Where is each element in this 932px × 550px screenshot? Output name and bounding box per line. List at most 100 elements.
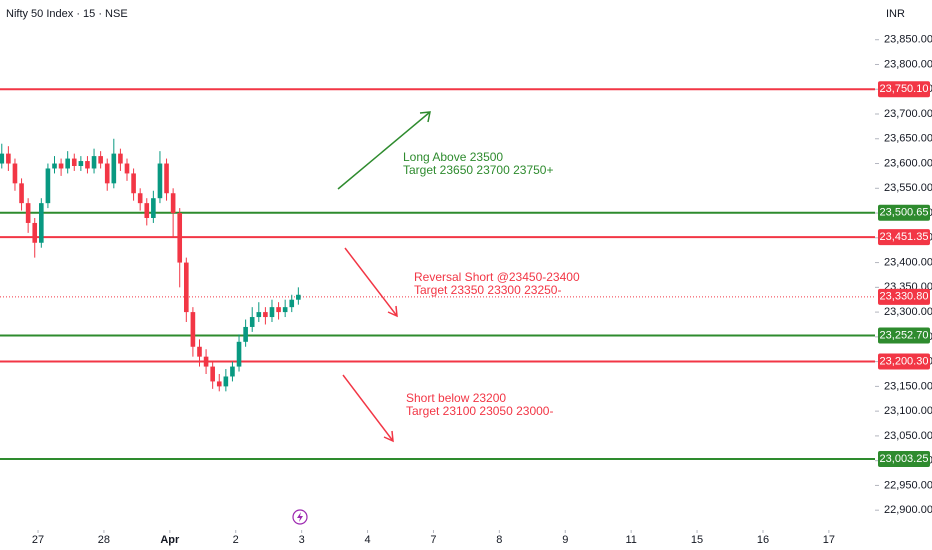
candle-body [111,153,117,184]
candle-body [104,163,110,184]
candle-body [256,312,262,318]
x-tick-label: 11 [625,534,636,546]
annotation-text: Target 23650 23700 23750+ [403,163,553,177]
candle-body [6,153,11,164]
candle-body [58,163,64,169]
candle-body [45,168,51,204]
level-tag-box [878,327,930,344]
annotation-text: Reversal Short @23450-23400 [414,270,580,284]
y-tick-label: 22,950.00 [884,479,932,491]
last-price-tag: 23,330.80 [878,288,930,305]
level-tag: 23,750.10 [878,81,930,98]
arrow-head [383,430,394,443]
candle-body [190,312,196,347]
candle-body [91,156,97,169]
candle-body [170,193,176,214]
candle-body [197,346,202,357]
candle-body [276,307,281,313]
candle-body [65,158,70,169]
y-tick-label: 23,600.00 [884,157,932,169]
candle-body [203,356,209,367]
candle-body [0,153,5,164]
y-tick-label: 23,050.00 [884,430,932,442]
candle-body [236,341,242,367]
y-tick-label: 23,700.00 [884,108,932,120]
y-tick-label: 23,550.00 [884,182,932,194]
candle-body [19,183,24,204]
x-tick-label: 2 [233,534,239,546]
y-tick-label: 23,800.00 [884,58,932,70]
level-tag-label: 23,003.25 [880,453,929,465]
candle-body [98,156,103,164]
level-tag-box [878,81,930,98]
x-tick-label: 15 [691,534,703,546]
level-tag-label: 23,750.10 [880,83,929,95]
candle-body [12,163,18,184]
arrow-head [387,305,398,318]
y-tick-label: 23,850.00 [884,34,932,46]
arrow-head [419,111,431,123]
last-price-box [878,288,930,305]
level-tag: 23,252.70 [878,327,930,344]
candle-body [157,163,163,199]
y-tick-label: 23,300.00 [884,306,932,318]
candle-body [243,326,248,342]
x-tick-label: 3 [299,534,305,546]
candle-body [124,163,130,174]
candle-body [137,193,143,204]
level-tag: 23,500.65 [878,204,930,221]
annotation-text: Short below 23200 [406,391,506,405]
candle-body [164,163,169,194]
level-tag-label: 23,200.30 [880,355,929,367]
annotation-text: Target 23350 23300 23250- [414,283,561,297]
x-tick-label: 4 [364,534,370,546]
candle-body [289,299,295,308]
x-tick-label: 27 [32,534,44,546]
candle-body [118,153,123,164]
candle-body [78,161,84,166]
y-tick-label: 22,900.00 [884,504,932,516]
candle-body [151,198,156,218]
level-tag: 23,451.35 [878,229,930,246]
level-tag: 23,003.25 [878,451,930,468]
level-tag-label: 23,252.70 [880,329,929,341]
level-tag-label: 23,451.35 [880,231,929,243]
currency-label: INR [886,8,905,20]
level-tag: 23,200.30 [878,353,930,370]
x-tick-label: Apr [160,534,180,546]
candle-body [263,312,268,318]
annotation-text: Target 23100 23050 23000- [406,404,553,418]
candle-body [39,203,44,243]
y-tick-label: 23,100.00 [884,405,932,417]
candle-body [144,203,150,218]
candle-body [296,294,301,300]
arrow [337,111,431,190]
level-tag-box [878,229,930,246]
level-tag-label: 23,500.65 [880,207,929,219]
chart-title: Nifty 50 Index · 15 · NSE [6,8,128,20]
candle-body [269,307,275,318]
level-tag-box [878,353,930,370]
arrow [342,374,394,442]
y-tick-label: 23,150.00 [884,380,932,392]
candle-body [131,173,136,194]
candle-body [210,366,215,382]
candle-body [25,203,31,223]
x-tick-label: 8 [496,534,502,546]
candle-body [184,262,189,313]
annotation-text: Long Above 23500 [403,150,503,164]
candle-body [177,213,183,263]
y-tick-label: 23,650.00 [884,133,932,145]
candle-body [282,307,288,313]
x-tick-label: 28 [98,534,110,546]
candle-body [223,376,229,387]
x-tick-label: 17 [823,534,835,546]
candle-body [71,158,77,166]
candle-body [249,317,255,327]
y-tick-label: 23,400.00 [884,256,932,268]
x-tick-label: 16 [757,534,769,546]
candle-body [32,222,38,243]
level-tag-box [878,204,930,221]
event-icon[interactable] [292,509,308,525]
